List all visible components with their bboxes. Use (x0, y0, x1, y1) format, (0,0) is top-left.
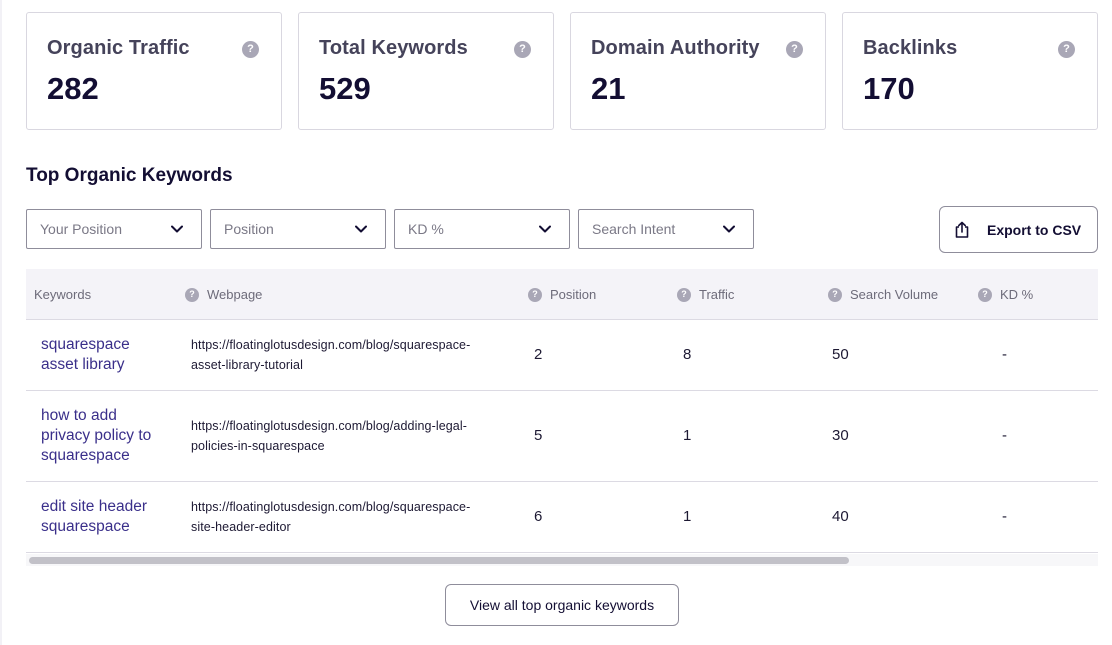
scrollbar-thumb[interactable] (29, 557, 849, 564)
metric-title: Organic Traffic (47, 37, 190, 59)
metric-cards: Organic Traffic ? 282 Total Keywords ? 5… (26, 12, 1098, 130)
kd-value: - (1002, 427, 1007, 444)
keyword-link[interactable]: how to add privacy policy to squarespace (41, 406, 171, 466)
chevron-down-icon (355, 225, 367, 233)
metric-title: Backlinks (863, 37, 958, 59)
webpage-url[interactable]: https://floatinglotusdesign.com/blog/squ… (191, 497, 521, 537)
column-label: Search Volume (850, 287, 939, 302)
metric-card-backlinks: Backlinks ? 170 (842, 12, 1098, 130)
table-row: how to add privacy policy to squarespace… (26, 391, 1098, 482)
export-csv-button[interactable]: Export to CSV (939, 206, 1098, 253)
search-volume-value: 50 (832, 346, 849, 363)
column-label: Position (550, 287, 597, 302)
share-export-icon (955, 221, 969, 238)
keyword-link[interactable]: squarespace asset library (41, 335, 171, 375)
section-title: Top Organic Keywords (26, 165, 233, 186)
metric-title: Total Keywords (319, 37, 468, 59)
position-value: 2 (534, 346, 543, 363)
help-icon[interactable]: ? (185, 287, 199, 302)
help-icon[interactable]: ? (978, 287, 992, 302)
help-icon[interactable]: ? (786, 41, 803, 58)
keyword-line: edit site header (41, 498, 147, 515)
column-label: KD % (1000, 287, 1034, 302)
horizontal-scrollbar[interactable] (26, 554, 1098, 566)
traffic-value: 1 (683, 427, 692, 444)
view-all-label: View all top organic keywords (469, 597, 655, 613)
column-label: Keywords (34, 287, 92, 302)
help-icon[interactable]: ? (514, 41, 531, 58)
filter-label: KD % (408, 221, 444, 237)
column-header-traffic[interactable]: ? Traffic (677, 269, 734, 320)
metric-card-total-keywords: Total Keywords ? 529 (298, 12, 554, 130)
table-header: Keywords ? Webpage ? Position ? Traffic … (26, 269, 1098, 320)
table-row: squarespace asset library https://floati… (26, 320, 1098, 391)
column-header-webpage[interactable]: ? Webpage (185, 269, 262, 320)
column-header-kd[interactable]: ? KD % (978, 269, 1033, 320)
webpage-url[interactable]: https://floatinglotusdesign.com/blog/add… (191, 416, 521, 456)
left-divider (0, 0, 2, 645)
metric-value: 170 (863, 71, 915, 106)
help-icon[interactable]: ? (828, 287, 842, 302)
url-line: https://floatinglotusdesign.com/blog/squ… (191, 500, 471, 514)
keyword-line: squarespace (41, 518, 130, 535)
url-line: site-header-editor (191, 520, 291, 534)
column-header-search-volume[interactable]: ? Search Volume (828, 269, 938, 320)
column-label: Webpage (207, 287, 263, 302)
help-icon[interactable]: ? (677, 287, 691, 302)
metric-card-organic-traffic: Organic Traffic ? 282 (26, 12, 282, 130)
keyword-line: privacy policy to (41, 427, 152, 444)
column-header-position[interactable]: ? Position (528, 269, 596, 320)
filter-label: Position (224, 221, 274, 237)
help-icon[interactable]: ? (242, 41, 259, 58)
keyword-line: squarespace (41, 336, 130, 353)
position-value: 5 (534, 427, 543, 444)
keywords-table: Keywords ? Webpage ? Position ? Traffic … (26, 269, 1098, 553)
webpage-url[interactable]: https://floatinglotusdesign.com/blog/squ… (191, 335, 521, 375)
metric-title: Domain Authority (591, 37, 760, 59)
url-line: policies-in-squarespace (191, 439, 325, 453)
keyword-link[interactable]: edit site header squarespace (41, 497, 171, 537)
metric-value: 21 (591, 71, 626, 106)
export-label: Export to CSV (987, 221, 1082, 238)
filter-label: Your Position (40, 221, 122, 237)
traffic-value: 8 (683, 346, 692, 363)
filter-kd[interactable]: KD % (394, 209, 570, 249)
url-line: https://floatinglotusdesign.com/blog/add… (191, 419, 468, 433)
view-all-keywords-button[interactable]: View all top organic keywords (445, 584, 679, 626)
traffic-value: 1 (683, 508, 692, 525)
metric-value: 282 (47, 71, 99, 106)
column-header-keywords[interactable]: Keywords (34, 269, 91, 320)
metric-value: 529 (319, 71, 371, 106)
help-icon[interactable]: ? (1058, 41, 1075, 58)
column-label: Traffic (699, 287, 735, 302)
filter-your-position[interactable]: Your Position (26, 209, 202, 249)
filter-search-intent[interactable]: Search Intent (578, 209, 754, 249)
chevron-down-icon (171, 225, 183, 233)
kd-value: - (1002, 508, 1007, 525)
help-icon[interactable]: ? (528, 287, 542, 302)
filter-position[interactable]: Position (210, 209, 386, 249)
url-line: asset-library-tutorial (191, 358, 303, 372)
metric-card-domain-authority: Domain Authority ? 21 (570, 12, 826, 130)
filter-bar: Your Position Position KD % Search Inten… (26, 209, 754, 249)
keyword-line: squarespace (41, 447, 130, 464)
filter-label: Search Intent (592, 221, 676, 237)
keyword-line: how to add (41, 407, 117, 424)
chevron-down-icon (539, 225, 551, 233)
keyword-line: asset library (41, 356, 125, 373)
url-line: https://floatinglotusdesign.com/blog/squ… (191, 338, 471, 352)
search-volume-value: 40 (832, 508, 849, 525)
position-value: 6 (534, 508, 543, 525)
kd-value: - (1002, 346, 1007, 363)
search-volume-value: 30 (832, 427, 849, 444)
table-row: edit site header squarespace https://flo… (26, 482, 1098, 553)
chevron-down-icon (723, 225, 735, 233)
